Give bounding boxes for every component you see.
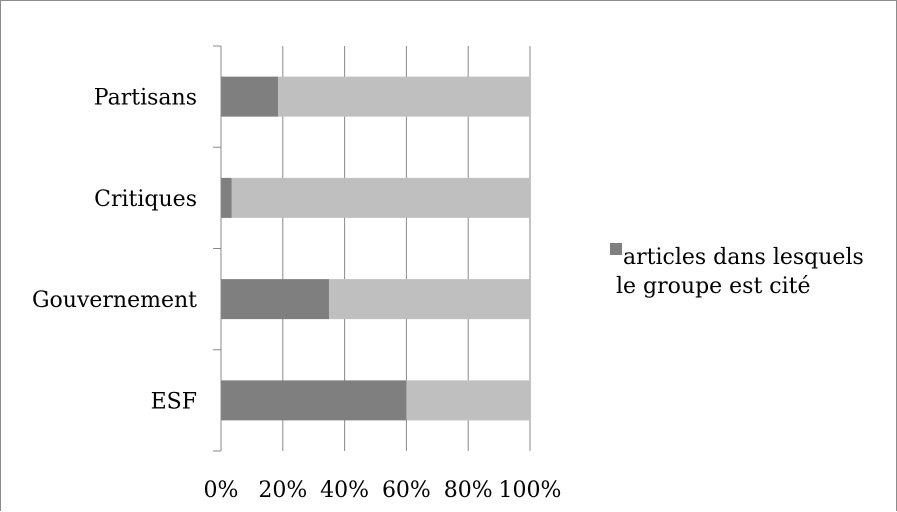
legend-text-line-1: articles dans lesquels: [623, 245, 864, 270]
bar-gouvernement-series-0: [221, 279, 330, 320]
category-label-gouvernement: Gouvernement: [32, 288, 197, 313]
legend: articles dans lesquels le groupe est cit…: [610, 243, 864, 299]
bars: [221, 76, 530, 421]
bar-partisans-series-0: [221, 76, 279, 117]
y-axis: [213, 45, 222, 452]
bar-critiques-series-0: [221, 177, 232, 218]
legend-text-line-2: le groupe est cité: [616, 274, 811, 299]
category-label-esf: ESF: [151, 389, 197, 414]
x-tick-labels: 0% 20% 40% 60% 80% 100%: [204, 478, 562, 503]
bar-esf-series-1: [406, 380, 530, 421]
bar-partisans-series-1: [278, 76, 530, 117]
bar-esf-series-0: [221, 380, 407, 421]
category-label-partisans: Partisans: [94, 86, 197, 111]
x-tick-label-1: 20%: [258, 478, 307, 503]
legend-swatch: [610, 243, 622, 255]
x-tick-label-3: 60%: [382, 478, 431, 503]
bar-critiques-series-1: [231, 177, 530, 218]
x-tick-label-2: 40%: [320, 478, 369, 503]
category-labels: Partisans Critiques Gouvernement ESF: [32, 86, 197, 415]
bar-gouvernement-series-1: [329, 279, 530, 320]
x-tick-label-0: 0%: [204, 478, 239, 503]
x-tick-label-5: 100%: [499, 478, 562, 503]
x-tick-label-4: 80%: [444, 478, 493, 503]
category-label-critiques: Critiques: [94, 187, 197, 212]
